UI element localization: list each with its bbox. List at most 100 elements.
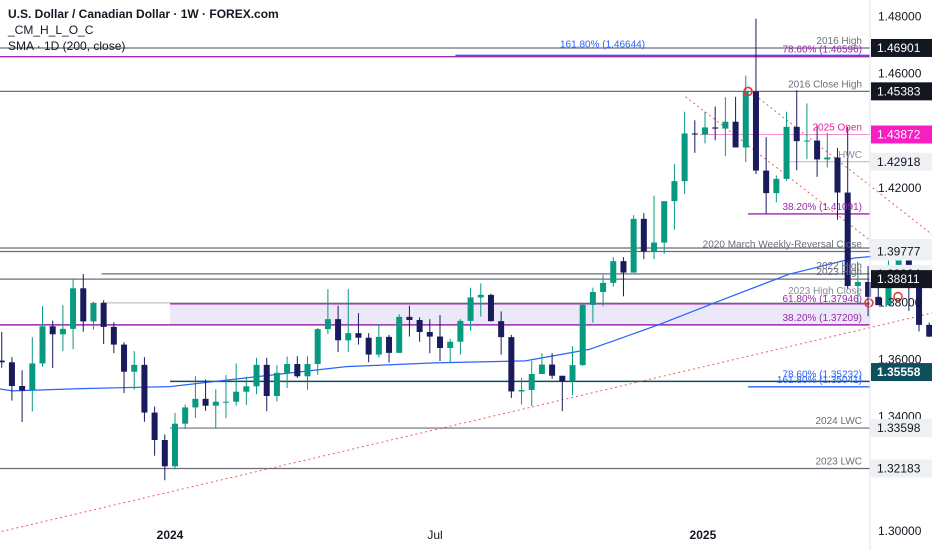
- price-tag: [871, 82, 932, 101]
- price-tag-label: 1.32183: [877, 461, 921, 475]
- level-label: 2023 High: [816, 267, 862, 278]
- candle-body: [273, 372, 280, 396]
- candle-body: [161, 440, 168, 467]
- candle-body: [732, 121, 739, 148]
- candle-body: [355, 333, 362, 338]
- candle-body: [834, 157, 841, 193]
- candle-body: [508, 337, 515, 392]
- candle-body: [895, 256, 902, 266]
- candle-body: [314, 329, 321, 364]
- candle-body: [447, 341, 454, 348]
- candle-body: [304, 364, 311, 377]
- indicator-hloc-label: _CM_H_L_O_C: [8, 23, 94, 37]
- candle-body: [110, 326, 117, 345]
- candle-body: [253, 364, 260, 387]
- candle-body: [100, 302, 107, 327]
- candle-body: [172, 423, 178, 467]
- candle-body: [620, 261, 627, 273]
- candle-body: [294, 364, 301, 377]
- level-label: 161.80% (1.46644): [560, 39, 645, 50]
- candle-body: [691, 133, 698, 135]
- level-label: 2016 High: [816, 36, 862, 47]
- candle-body: [600, 282, 607, 292]
- candle-body: [640, 218, 647, 252]
- candle-body: [467, 297, 474, 321]
- candle-body: [651, 242, 658, 252]
- candle-body: [416, 320, 423, 332]
- level-label: 78.60% (1.35232): [782, 369, 862, 380]
- candle-body: [916, 284, 923, 325]
- candle-body: [559, 375, 566, 382]
- candle-body: [477, 294, 484, 298]
- level-label: 38.20% (1.41091): [782, 202, 862, 213]
- candle-body: [406, 316, 413, 320]
- candle-body: [742, 91, 749, 148]
- candle-body: [875, 296, 882, 306]
- candle-body: [457, 320, 464, 342]
- candle-body: [49, 326, 56, 335]
- pivot-marker: [893, 291, 903, 302]
- candle-body: [365, 337, 372, 355]
- candle-body: [926, 324, 932, 337]
- level-label: 2023 LWC: [815, 456, 862, 467]
- candle-body: [19, 386, 26, 391]
- y-tick-label: 1.30000: [878, 524, 922, 538]
- candle-body: [386, 336, 393, 353]
- candle-body: [528, 374, 535, 390]
- candle-body: [0, 360, 5, 363]
- candle-body: [661, 201, 668, 243]
- level-label: 61.80% (1.37946): [782, 294, 862, 305]
- candle-body: [131, 364, 138, 372]
- candle-body: [182, 407, 189, 424]
- x-tick-label: Jul: [427, 528, 442, 542]
- candle-body: [763, 170, 770, 194]
- y-tick-label: 1.48000: [878, 10, 922, 24]
- price-tag-label: 1.35558: [877, 365, 921, 379]
- y-tick-label: 1.38000: [878, 295, 922, 309]
- candle-body: [141, 364, 148, 413]
- level-label: 2023 High Close: [788, 286, 862, 297]
- price-tag-label: 1.45383: [877, 84, 921, 98]
- candle-body: [375, 336, 382, 355]
- resistance-zone: [170, 303, 870, 325]
- candle-body: [538, 364, 545, 374]
- level-label: 2025 Open: [813, 123, 863, 134]
- indicator-sma-label: SMA · 1D (200, close): [8, 39, 126, 53]
- candle-body: [345, 333, 352, 341]
- trendline: [0, 312, 932, 533]
- price-tag-label: 1.42918: [877, 155, 921, 169]
- candle-body: [90, 302, 97, 322]
- price-tag: [871, 125, 932, 144]
- candle-body: [80, 288, 87, 322]
- candle-body: [121, 344, 128, 372]
- x-tick-label: 2025: [690, 528, 717, 542]
- candle-body: [487, 294, 494, 322]
- price-tag-label: 1.46901: [877, 41, 921, 55]
- level-label: HWC: [838, 150, 862, 161]
- level-label: 161.80% (1.35041): [777, 375, 862, 386]
- candle-body: [610, 261, 617, 283]
- candle-body: [498, 321, 505, 338]
- price-tag-label: 1.39777: [877, 245, 921, 259]
- candle-body: [396, 316, 403, 353]
- candle-body: [8, 362, 15, 386]
- level-label: 2024 LWC: [815, 416, 862, 427]
- candle-body: [773, 178, 780, 194]
- candle-body: [151, 412, 158, 440]
- trendline: [685, 96, 932, 290]
- price-tag: [871, 38, 932, 57]
- level-label: 2020 March Weekly-Reversal Close: [703, 240, 863, 251]
- candle-body: [243, 386, 250, 392]
- pivot-marker: [864, 298, 874, 308]
- candle-body: [335, 319, 342, 341]
- candle-body: [702, 127, 708, 135]
- candle-body: [29, 363, 36, 391]
- trendline: [750, 91, 932, 236]
- y-tick-label: 1.36000: [878, 352, 922, 366]
- candle-body: [549, 364, 556, 376]
- candle-body: [854, 282, 861, 286]
- candle-body: [630, 218, 637, 273]
- candle-body: [437, 336, 443, 348]
- candle-body: [426, 332, 433, 337]
